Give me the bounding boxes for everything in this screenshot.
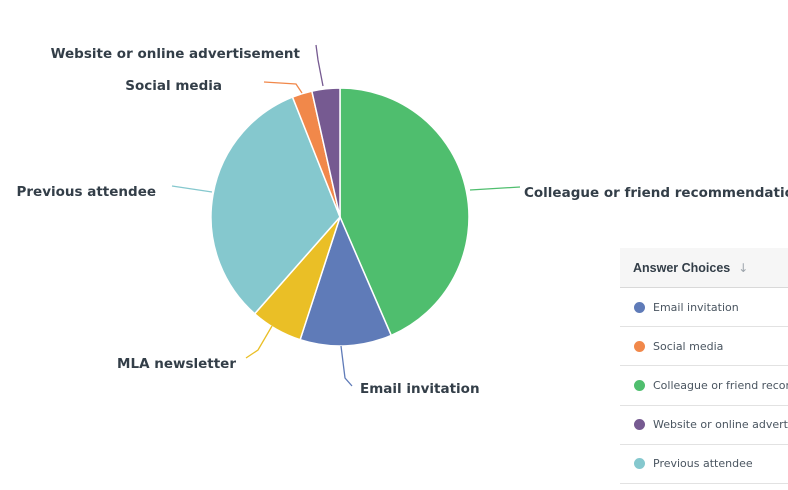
pie-slice-label: Previous attendee bbox=[16, 184, 156, 200]
arrow-down-icon[interactable]: ↓ bbox=[738, 260, 749, 275]
pie-slice-label: Colleague or friend recommendation bbox=[524, 185, 788, 201]
answer-row: Website or online advertisement bbox=[620, 406, 788, 445]
legend-dot bbox=[634, 301, 645, 313]
answer-row-label: Email invitation bbox=[653, 300, 739, 314]
pie-slice[interactable] bbox=[310, 87, 341, 218]
answer-choices-header[interactable]: Answer Choices ↓ bbox=[620, 248, 788, 288]
legend-dot bbox=[634, 458, 645, 470]
answer-row: Colleague or friend recommendation bbox=[620, 366, 788, 406]
answer-row-label: Colleague or friend recommendation bbox=[653, 378, 788, 392]
pie-slice[interactable] bbox=[339, 87, 470, 337]
pie-chart-area: Colleague or friend recommendation Email … bbox=[16, 44, 788, 397]
legend-dot bbox=[634, 340, 645, 352]
pie-leader-line bbox=[469, 186, 521, 191]
pie-slice[interactable] bbox=[210, 96, 341, 315]
answer-row: Social media bbox=[620, 327, 788, 367]
pie-slice-label: Email invitation bbox=[360, 381, 480, 397]
answer-choices-header-label: Answer Choices bbox=[633, 260, 731, 275]
pie-leader-line bbox=[245, 325, 273, 359]
answer-choices-panel: Answer Choices ↓ Email invitation Social… bbox=[620, 248, 788, 490]
answer-row-label: Previous attendee bbox=[653, 457, 753, 471]
pie-leader-line bbox=[315, 44, 324, 87]
answer-row-label: Website or online advertisement bbox=[653, 418, 788, 432]
pie-leader-line bbox=[263, 81, 303, 94]
pie-leader-line bbox=[171, 185, 213, 193]
pie-slice-label: Website or online advertisement bbox=[51, 46, 301, 62]
pie-slice-label: MLA newsletter bbox=[117, 356, 236, 372]
answer-row: Email invitation bbox=[620, 288, 788, 328]
pie-chart: Colleague or friend recommendation Email … bbox=[16, 44, 788, 397]
answer-row-label: Social media bbox=[653, 339, 724, 353]
pie-slice-label: Social media bbox=[125, 78, 222, 94]
legend-dot bbox=[634, 419, 645, 431]
answer-row: Previous attendee bbox=[620, 445, 788, 484]
legend-dot bbox=[634, 379, 645, 391]
pie-leader-line bbox=[340, 345, 353, 387]
pie-slice[interactable] bbox=[299, 214, 393, 347]
